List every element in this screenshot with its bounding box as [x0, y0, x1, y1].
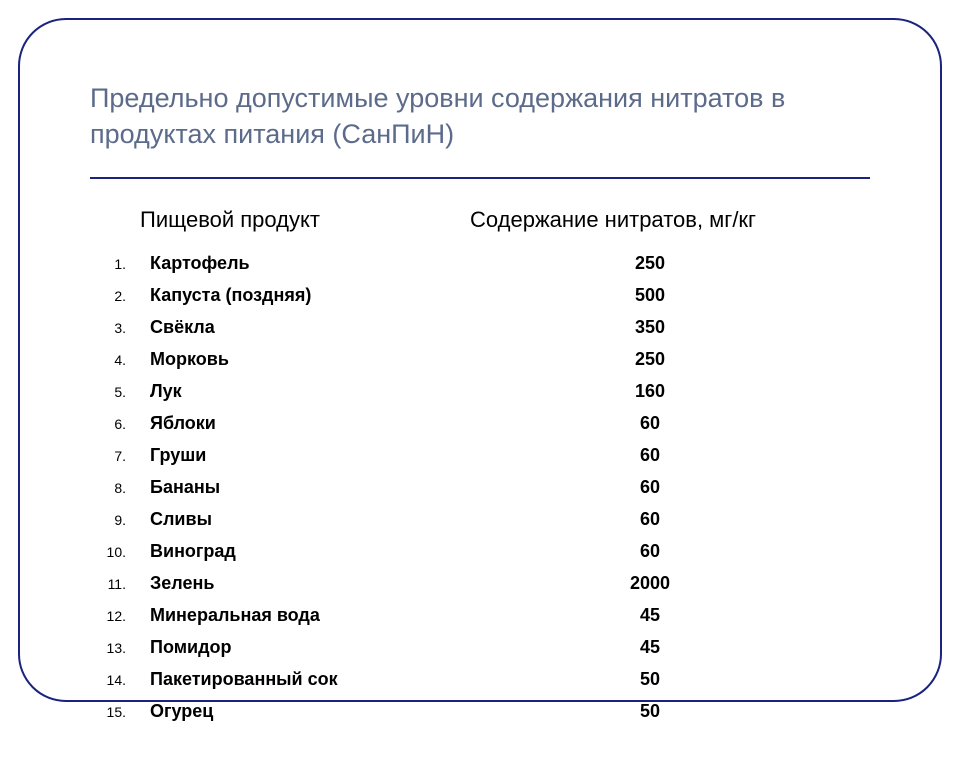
column-header-content: Содержание нитратов, мг/кг — [470, 207, 756, 233]
table-row: 11.Зелень2000 — [90, 573, 870, 599]
row-nitrate-value: 500 — [590, 285, 710, 306]
row-nitrate-value: 2000 — [590, 573, 710, 594]
slide-title: Предельно допустимые уровни содержания н… — [90, 80, 870, 153]
row-nitrate-value: 50 — [590, 701, 710, 722]
slide-content: Предельно допустимые уровни содержания н… — [20, 20, 940, 763]
row-number: 1. — [90, 256, 150, 272]
row-product-name: Виноград — [150, 541, 590, 562]
row-number: 8. — [90, 480, 150, 496]
row-nitrate-value: 60 — [590, 509, 710, 530]
table-row: 15.Огурец50 — [90, 701, 870, 727]
title-divider — [90, 177, 870, 179]
row-nitrate-value: 50 — [590, 669, 710, 690]
row-product-name: Бананы — [150, 477, 590, 498]
row-nitrate-value: 60 — [590, 413, 710, 434]
row-number: 7. — [90, 448, 150, 464]
row-number: 15. — [90, 704, 150, 720]
row-product-name: Зелень — [150, 573, 590, 594]
table-row: 5.Лук160 — [90, 381, 870, 407]
row-number: 13. — [90, 640, 150, 656]
table-row: 4.Морковь250 — [90, 349, 870, 375]
row-product-name: Груши — [150, 445, 590, 466]
row-product-name: Свёкла — [150, 317, 590, 338]
row-number: 5. — [90, 384, 150, 400]
row-number: 3. — [90, 320, 150, 336]
row-product-name: Яблоки — [150, 413, 590, 434]
table-row: 8.Бананы60 — [90, 477, 870, 503]
table-row: 13.Помидор45 — [90, 637, 870, 663]
row-product-name: Помидор — [150, 637, 590, 658]
table-row: 2.Капуста (поздняя)500 — [90, 285, 870, 311]
row-nitrate-value: 60 — [590, 477, 710, 498]
table-body: 1.Картофель2502.Капуста (поздняя)5003.Св… — [90, 253, 870, 727]
row-product-name: Минеральная вода — [150, 605, 590, 626]
row-product-name: Морковь — [150, 349, 590, 370]
table-row: 14.Пакетированный сок50 — [90, 669, 870, 695]
row-product-name: Огурец — [150, 701, 590, 722]
row-product-name: Картофель — [150, 253, 590, 274]
row-nitrate-value: 45 — [590, 637, 710, 658]
table-row: 6.Яблоки60 — [90, 413, 870, 439]
table-row: 9.Сливы60 — [90, 509, 870, 535]
row-nitrate-value: 160 — [590, 381, 710, 402]
row-number: 10. — [90, 544, 150, 560]
row-nitrate-value: 250 — [590, 253, 710, 274]
table-row: 12.Минеральная вода45 — [90, 605, 870, 631]
row-number: 4. — [90, 352, 150, 368]
slide-frame: Предельно допустимые уровни содержания н… — [18, 18, 942, 702]
table-row: 3.Свёкла350 — [90, 317, 870, 343]
row-number: 12. — [90, 608, 150, 624]
table-row: 7.Груши60 — [90, 445, 870, 471]
row-product-name: Лук — [150, 381, 590, 402]
row-nitrate-value: 250 — [590, 349, 710, 370]
row-nitrate-value: 350 — [590, 317, 710, 338]
row-nitrate-value: 60 — [590, 541, 710, 562]
row-number: 14. — [90, 672, 150, 688]
row-product-name: Сливы — [150, 509, 590, 530]
row-number: 11. — [90, 576, 150, 592]
row-number: 2. — [90, 288, 150, 304]
column-header-product: Пищевой продукт — [90, 207, 470, 233]
row-nitrate-value: 45 — [590, 605, 710, 626]
row-nitrate-value: 60 — [590, 445, 710, 466]
row-product-name: Пакетированный сок — [150, 669, 590, 690]
row-product-name: Капуста (поздняя) — [150, 285, 590, 306]
row-number: 6. — [90, 416, 150, 432]
table-row: 1.Картофель250 — [90, 253, 870, 279]
table-headers: Пищевой продукт Содержание нитратов, мг/… — [90, 207, 870, 233]
table-row: 10.Виноград60 — [90, 541, 870, 567]
row-number: 9. — [90, 512, 150, 528]
